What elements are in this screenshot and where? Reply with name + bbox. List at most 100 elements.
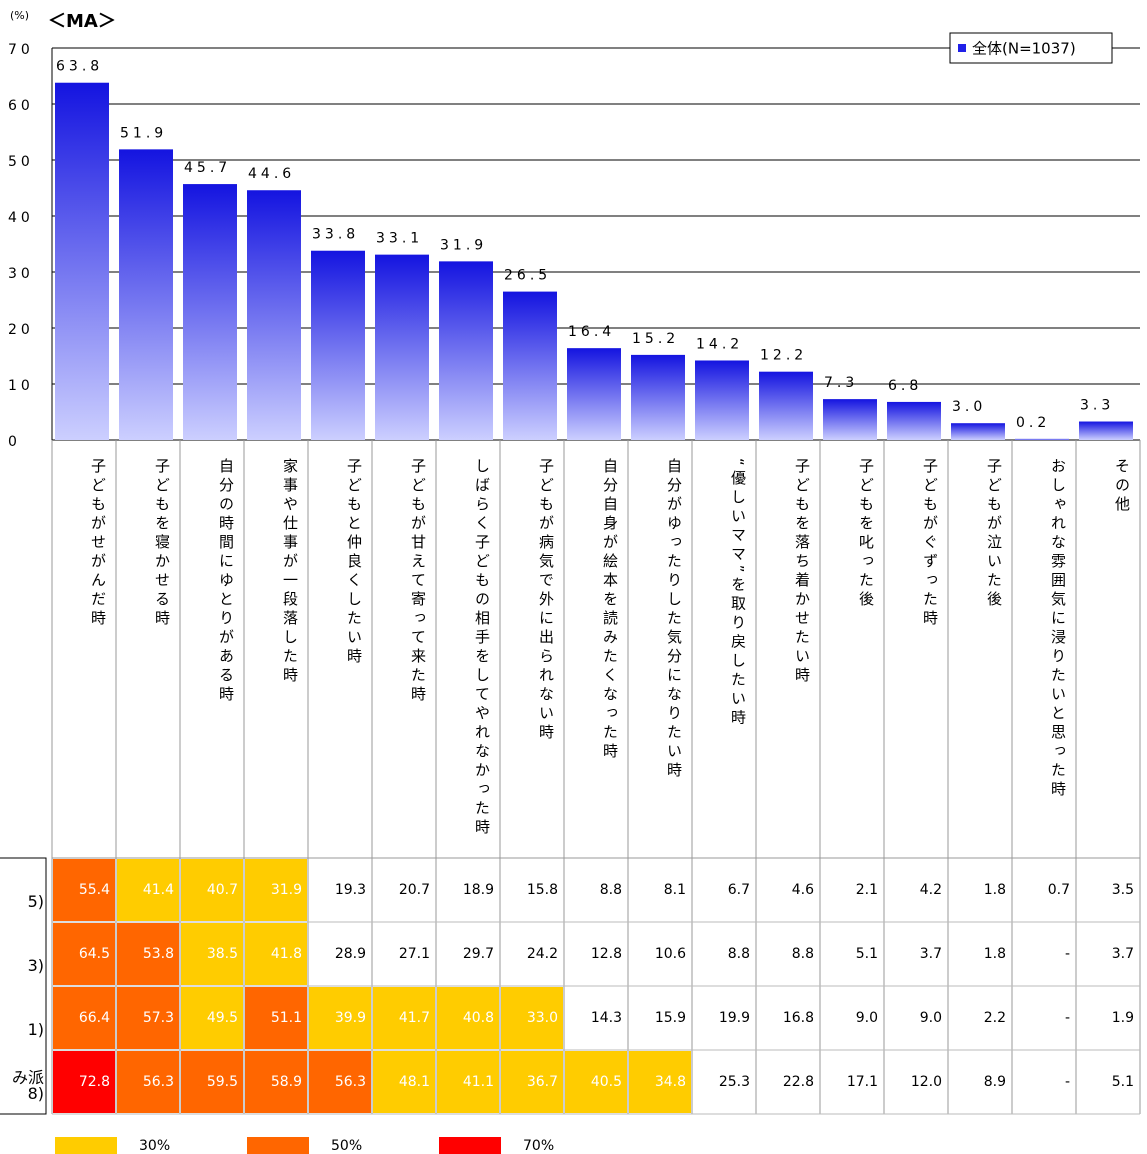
cell-fill (565, 859, 627, 921)
cell-fill (565, 1051, 627, 1113)
cell-fill (181, 987, 243, 1049)
category-label: 自分の時間にゆとりがある時 (217, 458, 235, 705)
category-label: 子どもが泣いた後 (985, 458, 1003, 610)
table-cell: 1.8 (983, 882, 1006, 898)
category-label: おしゃれな雰囲気に浸りたいと思った時 (1049, 458, 1067, 800)
bar (375, 254, 429, 440)
table-cell: 56.3 (334, 1074, 366, 1090)
cell-fill (757, 859, 819, 921)
category-label: 家事や仕事が一段落した時 (281, 458, 299, 686)
cell-fill (373, 1051, 435, 1113)
cell-fill (629, 1051, 691, 1113)
table-cell: 19.9 (718, 1010, 750, 1026)
bar (759, 371, 813, 440)
category-label: 子どもが病気で外に出られない時 (537, 458, 555, 743)
cell-fill (245, 987, 307, 1049)
cell-fill (885, 987, 947, 1049)
cell-fill (821, 923, 883, 985)
bar (823, 399, 877, 440)
bar (247, 190, 301, 440)
category-label: 自分がゆったりした気分になりたい時 (665, 458, 683, 781)
table-cell: 12.0 (910, 1074, 942, 1090)
row-label: み派 (11, 1068, 44, 1087)
table-cell: 24.2 (526, 946, 558, 962)
table-cell: 9.0 (919, 1010, 942, 1026)
y-tick-label: 10 (8, 378, 34, 394)
table-cell: 51.1 (270, 1010, 302, 1026)
cell-fill (181, 923, 243, 985)
table-cell: 14.3 (590, 1010, 622, 1026)
table-cell: 5.1 (1111, 1074, 1134, 1090)
cell-fill (501, 987, 563, 1049)
table-cell: 27.1 (398, 946, 430, 962)
cell-fill (693, 1051, 755, 1113)
category-label: 自分自身が絵本を読みたくなった時 (601, 458, 619, 762)
table-cell: - (1064, 1010, 1070, 1026)
cell-fill (757, 923, 819, 985)
table-cell: 20.7 (398, 882, 430, 898)
table-cell: 1.9 (1111, 1010, 1134, 1026)
cell-fill (1013, 987, 1075, 1049)
value-label: 26.5 (504, 268, 551, 284)
category-label: 子どもがせがんだ時 (89, 458, 107, 629)
table-cell: 5.1 (855, 946, 878, 962)
cell-fill (885, 859, 947, 921)
table-cell: 0.7 (1047, 882, 1070, 898)
cell-fill (309, 987, 371, 1049)
cell-fill (373, 923, 435, 985)
y-tick-label: 0 (8, 434, 21, 450)
cell-fill (1077, 987, 1139, 1049)
cell-fill (309, 1051, 371, 1113)
cell-fill (181, 859, 243, 921)
subtitle: ＜MA＞ (48, 11, 116, 32)
table-cell: 57.3 (142, 1010, 174, 1026)
cell-fill (53, 1051, 115, 1113)
scale-swatch (247, 1137, 309, 1154)
value-label: 15.2 (632, 331, 679, 347)
cell-fill (53, 859, 115, 921)
category-label: 子どもを寝かせる時 (153, 458, 171, 629)
table-cell: 28.9 (334, 946, 366, 962)
bar (1079, 421, 1133, 440)
cell-fill (1077, 1051, 1139, 1113)
cell-fill (949, 923, 1011, 985)
table-cell: 2.1 (855, 882, 878, 898)
bar (631, 354, 685, 440)
cell-fill (117, 859, 179, 921)
table-cell: 53.8 (142, 946, 174, 962)
table-cell: 10.6 (654, 946, 686, 962)
cell-fill (821, 1051, 883, 1113)
table-cell: 25.3 (718, 1074, 750, 1090)
row-label: 3) (27, 956, 44, 975)
bar (311, 250, 365, 440)
cell-fill (885, 1051, 947, 1113)
table-cell: 38.5 (206, 946, 238, 962)
category-label: 子どもと仲良くしたい時 (345, 458, 363, 667)
value-label: 33.1 (376, 231, 423, 247)
cell-fill (501, 859, 563, 921)
value-label: 7.3 (824, 375, 858, 391)
table-cell: 16.8 (782, 1010, 814, 1026)
legend-box (949, 32, 1113, 64)
value-label: 3.0 (952, 399, 986, 415)
table-cell: 33.0 (526, 1010, 558, 1026)
table-cell: 58.9 (270, 1074, 302, 1090)
table-cell: 56.3 (142, 1074, 174, 1090)
value-label: 16.4 (568, 324, 615, 340)
table-cell: 8.8 (791, 946, 814, 962)
table-cell: 41.4 (142, 882, 174, 898)
table-cell: 59.5 (206, 1074, 238, 1090)
cell-fill (757, 1051, 819, 1113)
table-cell: 6.7 (727, 882, 750, 898)
y-tick-label: 20 (8, 322, 34, 338)
table-cell: 18.9 (462, 882, 494, 898)
value-label: 44.6 (248, 166, 295, 182)
category-label: 子どもがぐずった時 (921, 458, 939, 629)
table-cell: 22.8 (782, 1074, 814, 1090)
cell-fill (53, 987, 115, 1049)
category-label: 子どもが甘えて寄って来た時 (409, 458, 427, 705)
y-tick-label: 30 (8, 266, 34, 282)
table-cell: 12.8 (590, 946, 622, 962)
cell-fill (437, 987, 499, 1049)
cell-fill (181, 1051, 243, 1113)
